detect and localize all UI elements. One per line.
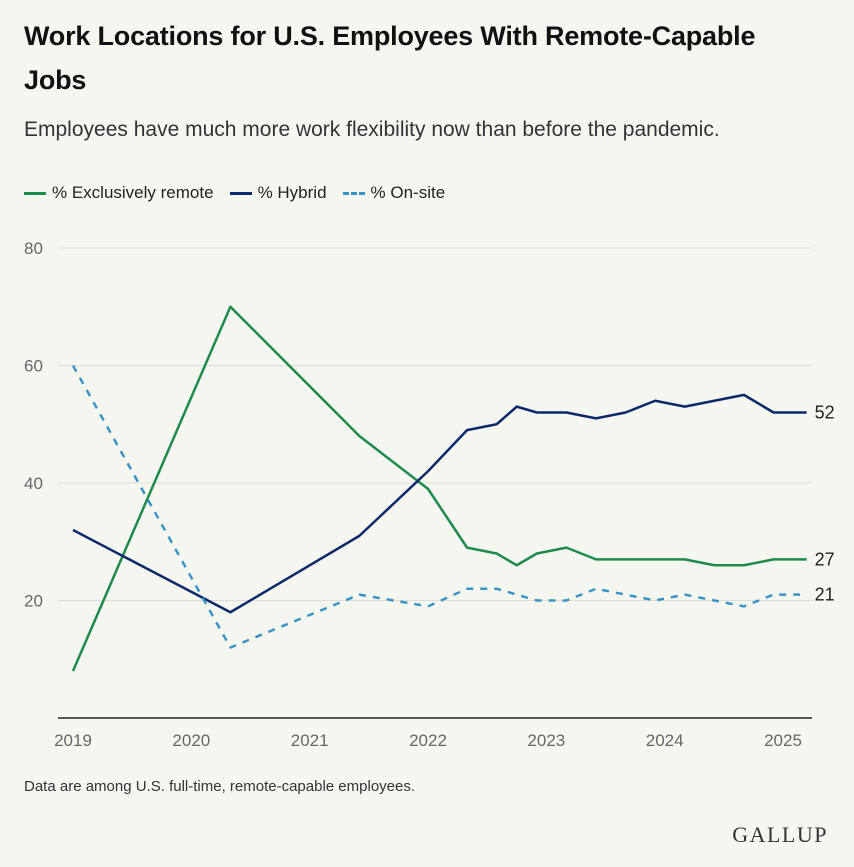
legend-label-remote: % Exclusively remote	[52, 183, 214, 202]
x-tick-label-2023: 2023	[527, 731, 565, 750]
legend-swatch-remote	[24, 191, 46, 195]
legend-item-hybrid: % Hybrid	[229, 183, 327, 203]
legend: % Exclusively remote % Hybrid % On-site	[24, 183, 461, 203]
series-line-2	[71, 364, 807, 649]
legend-item-onsite: % On-site	[342, 183, 446, 203]
y-tick-label-60: 60	[24, 357, 43, 376]
series-line-0	[71, 305, 807, 672]
y-tick-label-80: 80	[24, 239, 43, 258]
gallup-logo: GALLUP	[732, 822, 828, 847]
y-tick-label-20: 20	[24, 592, 43, 611]
end-label-series-1: 52	[815, 403, 835, 423]
x-tick-label-2025: 2025	[764, 731, 802, 750]
end-label-series-0: 27	[815, 549, 835, 569]
x-tick-label-2024: 2024	[646, 731, 684, 750]
footnote: Data are among U.S. full-time, remote-ca…	[24, 778, 416, 795]
legend-label-onsite: % On-site	[370, 183, 446, 202]
chart-title: Work Locations for U.S. Employees With R…	[24, 21, 756, 95]
x-tick-label-2019: 2019	[54, 731, 92, 750]
y-tick-label-40: 40	[24, 474, 43, 493]
x-tick-label-2021: 2021	[291, 731, 329, 750]
legend-swatch-hybrid	[229, 191, 252, 195]
legend-label-hybrid: % Hybrid	[257, 183, 327, 202]
end-label-series-2: 21	[815, 585, 835, 605]
legend-item-remote: % Exclusively remote	[24, 183, 214, 203]
chart-subtitle: Employees have much more work flexibilit…	[24, 118, 720, 141]
series-line-1	[72, 393, 807, 614]
legend-swatch-onsite	[342, 191, 365, 195]
x-tick-label-2022: 2022	[409, 731, 447, 750]
x-tick-label-2020: 2020	[172, 731, 210, 750]
